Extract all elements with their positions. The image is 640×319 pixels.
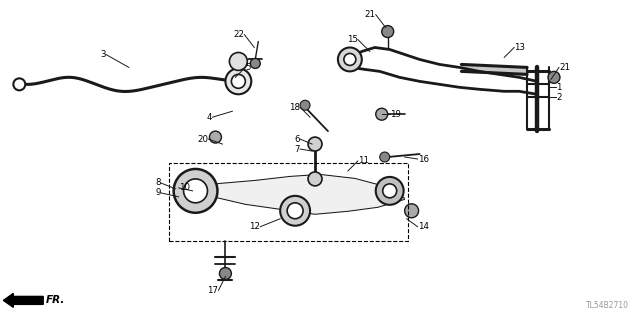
Text: 16: 16 (417, 154, 429, 164)
Text: 21: 21 (559, 63, 570, 72)
Circle shape (381, 26, 394, 38)
Text: 10: 10 (179, 183, 189, 192)
Circle shape (287, 203, 303, 219)
Circle shape (404, 204, 419, 218)
Circle shape (250, 58, 260, 68)
Text: 22: 22 (234, 30, 244, 39)
Text: 20: 20 (198, 135, 209, 144)
Circle shape (344, 54, 356, 65)
Circle shape (383, 184, 397, 198)
Text: 8: 8 (155, 178, 161, 187)
Circle shape (13, 78, 26, 90)
Text: 18: 18 (289, 103, 300, 112)
Text: 21: 21 (365, 10, 376, 19)
Text: 1: 1 (556, 83, 561, 92)
Circle shape (376, 108, 388, 120)
Circle shape (380, 152, 390, 162)
Text: 9: 9 (156, 188, 161, 197)
Circle shape (280, 196, 310, 226)
Text: 7: 7 (294, 145, 300, 153)
Text: 11: 11 (358, 157, 369, 166)
Text: 5: 5 (245, 63, 251, 72)
Circle shape (220, 268, 232, 279)
Text: 19: 19 (390, 110, 401, 119)
Circle shape (548, 71, 560, 83)
Circle shape (232, 74, 245, 88)
Circle shape (308, 172, 322, 186)
Circle shape (209, 131, 221, 143)
Text: 13: 13 (514, 43, 525, 52)
Text: 12: 12 (249, 222, 260, 231)
Circle shape (376, 177, 404, 205)
Circle shape (184, 179, 207, 203)
Text: FR.: FR. (46, 295, 65, 305)
Text: 3: 3 (100, 50, 106, 59)
Text: TL54B2710: TL54B2710 (586, 301, 628, 310)
Circle shape (225, 68, 252, 94)
Text: 4: 4 (207, 113, 212, 122)
Circle shape (229, 52, 247, 70)
Text: 15: 15 (347, 35, 358, 44)
Text: 6: 6 (294, 135, 300, 144)
Circle shape (300, 100, 310, 110)
Text: 14: 14 (417, 222, 429, 231)
Circle shape (338, 48, 362, 71)
Circle shape (173, 169, 218, 213)
FancyArrow shape (3, 293, 44, 307)
Text: 17: 17 (207, 286, 218, 295)
Circle shape (308, 137, 322, 151)
Text: 2: 2 (556, 93, 561, 102)
Polygon shape (193, 175, 404, 214)
